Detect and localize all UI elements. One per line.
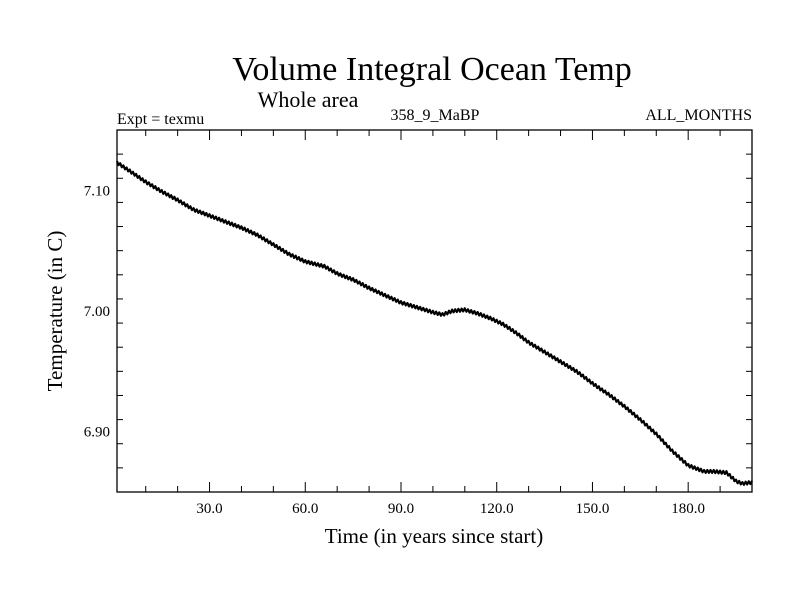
experiment-label: Expt = texmu (117, 111, 204, 128)
period-label: 358_9_MaBP (391, 107, 480, 124)
x-axis-label: Time (in years since start) (325, 524, 544, 548)
x-axis-ticks (145, 130, 721, 492)
x-tick-label: 120.0 (480, 501, 514, 517)
y-axis-tick-labels: 6.90 7.00 7.10 (84, 183, 110, 440)
x-tick-label: 180.0 (671, 501, 705, 517)
chart-subtitle: Whole area (258, 87, 359, 112)
chart-title: Volume Integral Ocean Temp (232, 51, 632, 88)
x-tick-label: 60.0 (292, 501, 318, 517)
x-axis-tick-labels: 30.0 60.0 90.0 120.0 150.0 180.0 (196, 501, 705, 517)
months-label: ALL_MONTHS (645, 107, 752, 124)
series-line-ocean-temp (115, 160, 753, 486)
y-axis-label: Temperature (in C) (43, 231, 67, 392)
y-tick-label: 7.00 (84, 304, 110, 320)
y-axis-ticks (117, 153, 752, 469)
x-tick-label: 150.0 (576, 501, 610, 517)
y-tick-label: 6.90 (84, 425, 110, 441)
y-tick-label: 7.10 (84, 183, 110, 199)
x-tick-label: 90.0 (388, 501, 414, 517)
plot-frame (116, 129, 753, 493)
x-tick-label: 30.0 (196, 501, 222, 517)
